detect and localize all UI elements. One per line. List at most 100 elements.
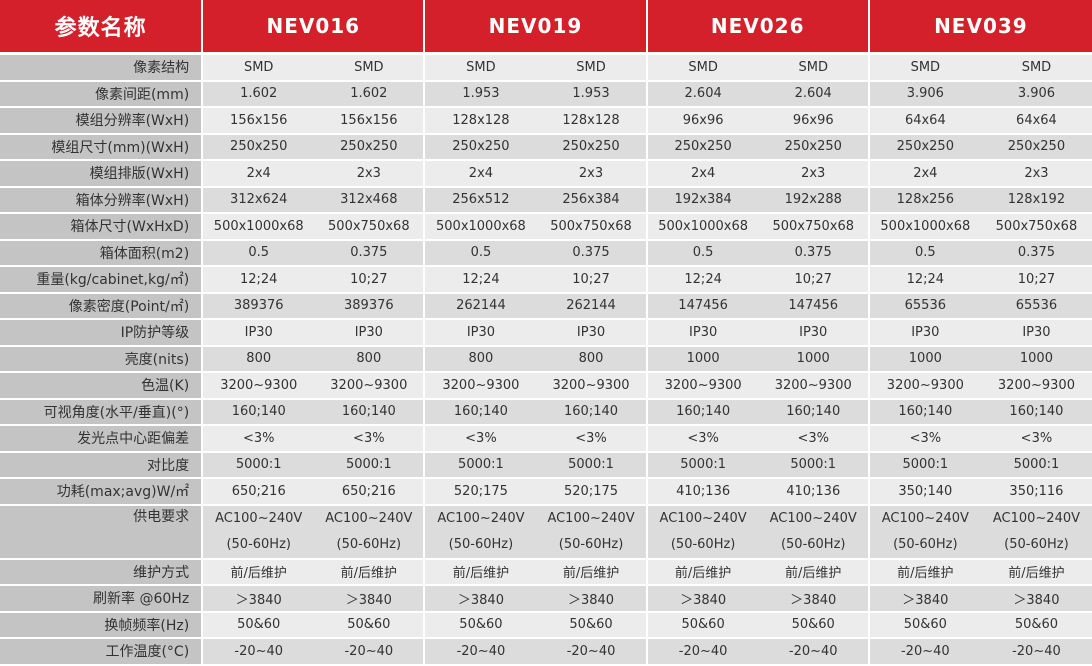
row-label: 重量(kg/cabinet,kg/㎡) — [0, 267, 204, 294]
table-row: 模组分辨率(WxH) 156x156 156x156 128x128 128x128 96… — [0, 108, 1092, 135]
value-cell: 50&60 — [536, 612, 648, 639]
table-row: 箱体面积(m2) 0.5 0.375 0.5 0.375 0.5 0.375 0.5 0.375 — [0, 240, 1092, 267]
row-label: 箱体面积(m2) — [0, 240, 204, 267]
value-cell: 500x750x68 — [536, 214, 648, 241]
table-row: 对比度 5000:1 5000:1 5000:1 5000:1 5000:1 5000:1 5… — [0, 452, 1092, 479]
value-cell: <3% — [980, 426, 1092, 453]
value-cell: IP30 — [203, 320, 315, 347]
value-cell: 3.906 — [869, 81, 981, 108]
value-cell: 5000:1 — [980, 452, 1092, 479]
value-cell: 262144 — [536, 293, 648, 320]
value-cell: <3% — [647, 426, 759, 453]
value-cell: 65536 — [869, 293, 981, 320]
row-label: 像素结构 — [0, 55, 204, 82]
value-cell: 500x750x68 — [314, 214, 426, 241]
value-cell: 5000:1 — [869, 452, 981, 479]
value-cell: 2x4 — [425, 161, 537, 188]
value-cell: 256x384 — [536, 187, 648, 214]
value-cell: 64x64 — [869, 108, 981, 135]
value-cell: ＞3840 — [203, 586, 315, 613]
row-label: 功耗(max;avg)W/㎡ — [0, 479, 204, 506]
value-cell: ＞3840 — [980, 586, 1092, 613]
row-label: 箱体尺寸(WxHxD) — [0, 214, 204, 241]
value-cell: 160;140 — [869, 399, 981, 426]
value-cell: AC100~240V (50-60Hz) — [425, 505, 537, 560]
table-row: 像素间距(mm) 1.602 1.602 1.953 1.953 2.604 2.604 3.… — [0, 81, 1092, 108]
value-cell: 250x250 — [203, 134, 315, 161]
value-cell: <3% — [869, 426, 981, 453]
value-cell: 前/后维护 — [203, 559, 315, 586]
value-cell: 2x4 — [203, 161, 315, 188]
value-cell: -20~40 — [203, 639, 315, 666]
value-cell: 0.375 — [758, 240, 870, 267]
value-cell: 250x250 — [425, 134, 537, 161]
value-cell: 50&60 — [425, 612, 537, 639]
value-cell: 5000:1 — [314, 452, 426, 479]
table-row: 箱体分辨率(WxH) 312x624 312x468 256x512 256x384 19… — [0, 187, 1092, 214]
value-cell: ＞3840 — [536, 586, 648, 613]
value-cell: 64x64 — [980, 108, 1092, 135]
value-cell: 156x156 — [314, 108, 426, 135]
value-cell: 50&60 — [314, 612, 426, 639]
value-cell: 250x250 — [758, 134, 870, 161]
value-cell: 500x1000x68 — [647, 214, 759, 241]
value-cell: 520;175 — [536, 479, 648, 506]
value-cell: 5000:1 — [758, 452, 870, 479]
value-cell: 10;27 — [758, 267, 870, 294]
value-cell: -20~40 — [980, 639, 1092, 666]
value-cell: 3200~9300 — [536, 373, 648, 400]
value-cell: 410;136 — [647, 479, 759, 506]
value-cell: 前/后维护 — [869, 559, 981, 586]
value-cell: AC100~240V (50-60Hz) — [869, 505, 981, 560]
table-row: 模组排版(WxH) 2x4 2x3 2x4 2x3 2x4 2x3 2x4 2x3 — [0, 161, 1092, 188]
value-cell: 10;27 — [536, 267, 648, 294]
value-cell: 1.602 — [203, 81, 315, 108]
table-row: 亮度(nits) 800 800 800 800 1000 1000 1000 1000 — [0, 346, 1092, 373]
value-cell: 650;216 — [203, 479, 315, 506]
model-header: NEV016 — [203, 0, 426, 55]
value-cell: 147456 — [758, 293, 870, 320]
value-cell: 12;24 — [647, 267, 759, 294]
value-cell: SMD — [536, 55, 648, 82]
table-row: 维护方式 前/后维护 前/后维护 前/后维护 前/后维护 前/后维护 前/后维护 前/后维护前… — [0, 559, 1092, 586]
value-cell: 50&60 — [980, 612, 1092, 639]
value-cell: 5000:1 — [203, 452, 315, 479]
value-cell: 250x250 — [536, 134, 648, 161]
value-cell: 160;140 — [536, 399, 648, 426]
value-cell: 2x4 — [647, 161, 759, 188]
value-cell: 500x1000x68 — [425, 214, 537, 241]
value-cell: 160;140 — [647, 399, 759, 426]
table-row: 色温(K) 3200~9300 3200~9300 3200~9300 3200~930… — [0, 373, 1092, 400]
value-cell: IP30 — [647, 320, 759, 347]
row-label: 发光点中心距偏差 — [0, 426, 204, 453]
value-cell: ＞3840 — [869, 586, 981, 613]
value-cell: 0.5 — [647, 240, 759, 267]
value-cell: SMD — [758, 55, 870, 82]
param-name-header: 参数名称 — [0, 0, 204, 55]
value-cell: 250x250 — [869, 134, 981, 161]
value-cell: 800 — [203, 346, 315, 373]
value-cell: 350;116 — [980, 479, 1092, 506]
row-label: 色温(K) — [0, 373, 204, 400]
row-label: 刷新率 @60Hz — [0, 586, 204, 613]
value-cell: ＞3840 — [425, 586, 537, 613]
value-cell: 650;216 — [314, 479, 426, 506]
value-cell: ＞3840 — [758, 586, 870, 613]
value-cell: 0.5 — [425, 240, 537, 267]
value-cell: AC100~240V (50-60Hz) — [980, 505, 1092, 560]
value-cell: IP30 — [314, 320, 426, 347]
value-cell: 1000 — [980, 346, 1092, 373]
value-cell: 800 — [314, 346, 426, 373]
value-cell: 5000:1 — [647, 452, 759, 479]
value-cell: 256x512 — [425, 187, 537, 214]
value-cell: 500x750x68 — [758, 214, 870, 241]
value-cell: 50&60 — [647, 612, 759, 639]
value-cell: 389376 — [203, 293, 315, 320]
value-cell: 前/后维护 — [647, 559, 759, 586]
value-cell: 147456 — [647, 293, 759, 320]
value-cell: 128x192 — [980, 187, 1092, 214]
model-header: NEV026 — [647, 0, 870, 55]
value-cell: AC100~240V (50-60Hz) — [314, 505, 426, 560]
value-cell: SMD — [425, 55, 537, 82]
value-cell: <3% — [314, 426, 426, 453]
